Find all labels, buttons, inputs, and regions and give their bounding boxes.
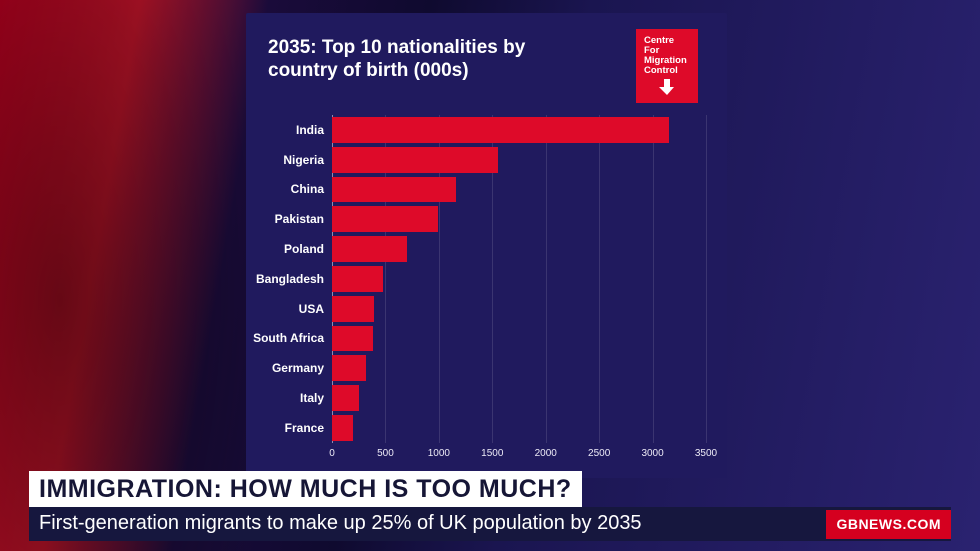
- x-tick-label: 2500: [588, 448, 610, 459]
- chart-plot-area: 0500100015002000250030003500IndiaNigeria…: [332, 115, 706, 443]
- bar: [332, 206, 438, 232]
- headline-bar: IMMIGRATION: HOW MUCH IS TOO MUCH?: [29, 471, 582, 507]
- bar-row: USA: [332, 294, 706, 324]
- source-logo-arrow: [644, 78, 690, 99]
- bar: [332, 236, 407, 262]
- x-tick-label: 500: [377, 448, 394, 459]
- x-tick-label: 1000: [428, 448, 450, 459]
- source-logo: Centre For Migration Control: [636, 29, 698, 103]
- bar-row: South Africa: [332, 324, 706, 354]
- arrow-down-icon: [658, 78, 676, 96]
- bar: [332, 385, 359, 411]
- x-tick-label: 3000: [641, 448, 663, 459]
- category-label: Poland: [284, 242, 332, 256]
- bar-row: Poland: [332, 234, 706, 264]
- bar: [332, 415, 353, 441]
- bar-row: China: [332, 175, 706, 205]
- category-label: Nigeria: [283, 153, 332, 167]
- bar: [332, 147, 498, 173]
- bar-row: France: [332, 413, 706, 443]
- bar-row: India: [332, 115, 706, 145]
- category-label: France: [285, 421, 332, 435]
- bar: [332, 177, 456, 203]
- x-tick-label: 1500: [481, 448, 503, 459]
- bar: [332, 296, 374, 322]
- x-tick-label: 3500: [695, 448, 717, 459]
- category-label: Pakistan: [275, 212, 332, 226]
- bar-row: Germany: [332, 353, 706, 383]
- bar: [332, 326, 373, 352]
- network-brand-tag: GBNEWS.COM: [826, 510, 951, 539]
- category-label: Germany: [272, 361, 332, 375]
- lower-third: IMMIGRATION: HOW MUCH IS TOO MUCH? First…: [29, 471, 951, 541]
- source-logo-line: Control: [644, 66, 690, 76]
- bar-row: Italy: [332, 383, 706, 413]
- category-label: Italy: [300, 391, 332, 405]
- broadcast-frame: 2035: Top 10 nationalities by country of…: [0, 0, 980, 551]
- bar-row: Nigeria: [332, 145, 706, 175]
- left-vignette: [0, 0, 260, 551]
- chart-title-line1: 2035: Top 10 nationalities by: [268, 37, 525, 58]
- bar: [332, 117, 669, 143]
- bar-row: Bangladesh: [332, 264, 706, 294]
- subheadline-bar: First-generation migrants to make up 25%…: [29, 507, 951, 541]
- x-tick-label: 0: [329, 448, 335, 459]
- category-label: Bangladesh: [256, 272, 332, 286]
- category-label: South Africa: [253, 331, 332, 345]
- chart-panel: 2035: Top 10 nationalities by country of…: [246, 13, 727, 478]
- bar: [332, 355, 366, 381]
- category-label: USA: [299, 302, 332, 316]
- x-tick-label: 2000: [535, 448, 557, 459]
- gridline: [706, 115, 707, 443]
- category-label: China: [291, 182, 332, 196]
- chart-title: 2035: Top 10 nationalities by country of…: [268, 37, 525, 83]
- category-label: India: [296, 123, 332, 137]
- bar: [332, 266, 383, 292]
- subheadline-text: First-generation migrants to make up 25%…: [39, 512, 642, 535]
- chart-title-line2: country of birth (000s): [268, 60, 469, 81]
- bar-row: Pakistan: [332, 204, 706, 234]
